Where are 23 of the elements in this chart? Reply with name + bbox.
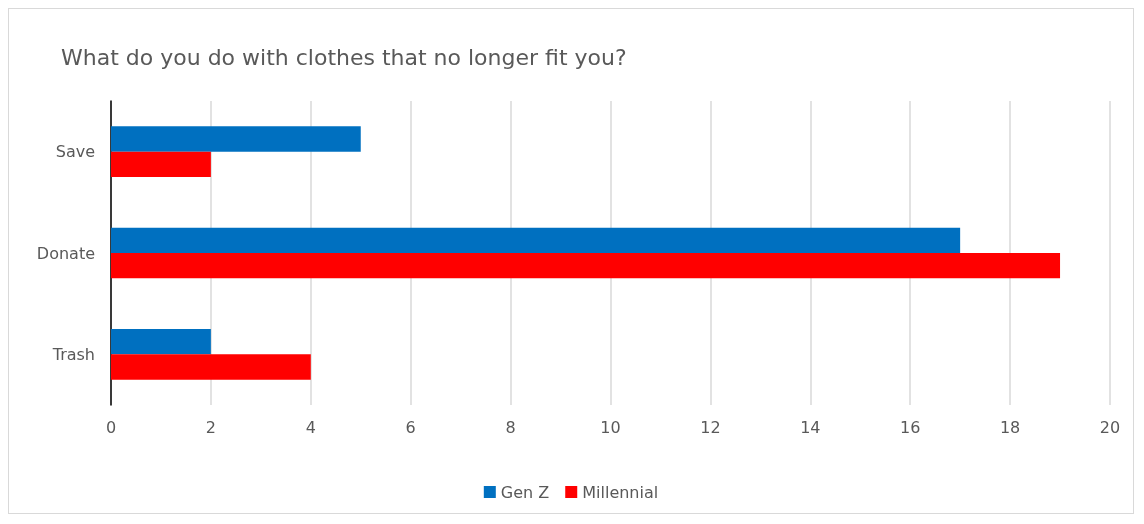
- x-tick-label: 10: [600, 417, 621, 437]
- x-tick-label: 6: [405, 417, 416, 437]
- x-tick-label: 16: [900, 417, 921, 437]
- bar: [111, 253, 1061, 279]
- bar: [111, 329, 211, 355]
- x-tick-label: 0: [105, 417, 117, 437]
- x-tick-label: 2: [205, 417, 216, 437]
- bar: [111, 227, 961, 253]
- x-tick-label: 8: [505, 417, 516, 437]
- x-tick-label: 12: [700, 417, 721, 437]
- legend-label: Millennial: [582, 482, 659, 502]
- bar: [111, 151, 211, 177]
- legend-label: Gen Z: [500, 482, 550, 502]
- bar: [111, 354, 311, 380]
- x-tick-label: 4: [305, 417, 316, 437]
- x-tick-label: 18: [999, 417, 1021, 437]
- y-tick-label: Save: [55, 142, 95, 162]
- x-tick-label: 20: [1099, 417, 1121, 437]
- bar: [111, 126, 361, 152]
- y-tick-label: Trash: [51, 344, 95, 364]
- chart-title: What do you do with clothes that no longer fit you?: [61, 44, 627, 70]
- y-tick-label: Donate: [36, 243, 95, 263]
- x-tick-label: 14: [800, 417, 821, 437]
